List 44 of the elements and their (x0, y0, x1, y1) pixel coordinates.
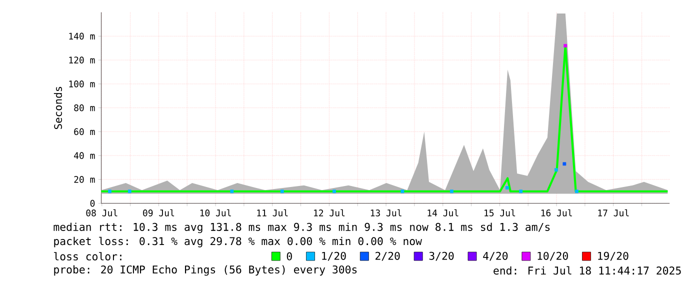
text: median rtt: 10.3 ms avg 131.8 ms max 9.3 ms min 9.3 ms now 8.1 ms sd 1.3 am/s (54, 222, 550, 234)
y-tick-label: 140 m (69, 32, 95, 40)
point (562, 162, 566, 166)
legend-label: 19/20 (598, 252, 628, 261)
y-axis-title: Seconds (54, 86, 62, 130)
y-tick-label: 20 m (74, 176, 95, 183)
text: probe: 20 ICMP Echo Pings (56 Bytes) every 300s (54, 265, 357, 276)
y-tick-label: 60 m (74, 128, 95, 136)
point (564, 44, 568, 48)
x-tick-label: 16 Jul (541, 209, 572, 216)
point (400, 190, 404, 194)
y-tick-label: 80 m (74, 104, 95, 112)
y-tick-label: 100 m (69, 80, 95, 88)
point (108, 190, 112, 194)
point (554, 168, 558, 172)
text: end: Fri Jul 18 11:44:17 2025 (494, 266, 681, 275)
point (230, 190, 234, 194)
x-tick-label: 14 Jul (428, 209, 458, 216)
x-tick-label: 08 Jul (86, 209, 118, 216)
legend-label: 1/20 (322, 252, 346, 261)
point (450, 190, 454, 194)
x-tick-label: 15 Jul (484, 209, 516, 216)
y-tick-label: 0 (90, 200, 95, 207)
legend-label: 0 (286, 252, 292, 260)
x-tick-label: 13 Jul (370, 209, 402, 216)
x-tick-label: 17 Jul (598, 209, 629, 216)
point (519, 190, 523, 194)
y-tick-label: 120 m (69, 56, 95, 64)
legend-title: loss color: (54, 252, 122, 260)
x-tick-label: 11 Jul (257, 209, 288, 216)
legend-label: 2/20 (376, 252, 400, 261)
legend-label: 4/20 (483, 252, 508, 261)
point (575, 190, 578, 194)
legend-label: 3/20 (429, 252, 454, 261)
text: packet loss: 0.31 % avg 29.78 % max 0.00 % min 0.00 % now (54, 236, 422, 248)
x-tick-label: 10 Jul (200, 209, 231, 216)
point (332, 190, 336, 194)
point (505, 186, 509, 190)
point (280, 190, 284, 194)
x-tick-label: 09 Jul (143, 209, 174, 216)
point (128, 190, 132, 194)
y-tick-label: 40 m (74, 152, 95, 160)
legend-label: 10/20 (538, 252, 568, 261)
x-tick-label: 12 Jul (314, 209, 345, 216)
